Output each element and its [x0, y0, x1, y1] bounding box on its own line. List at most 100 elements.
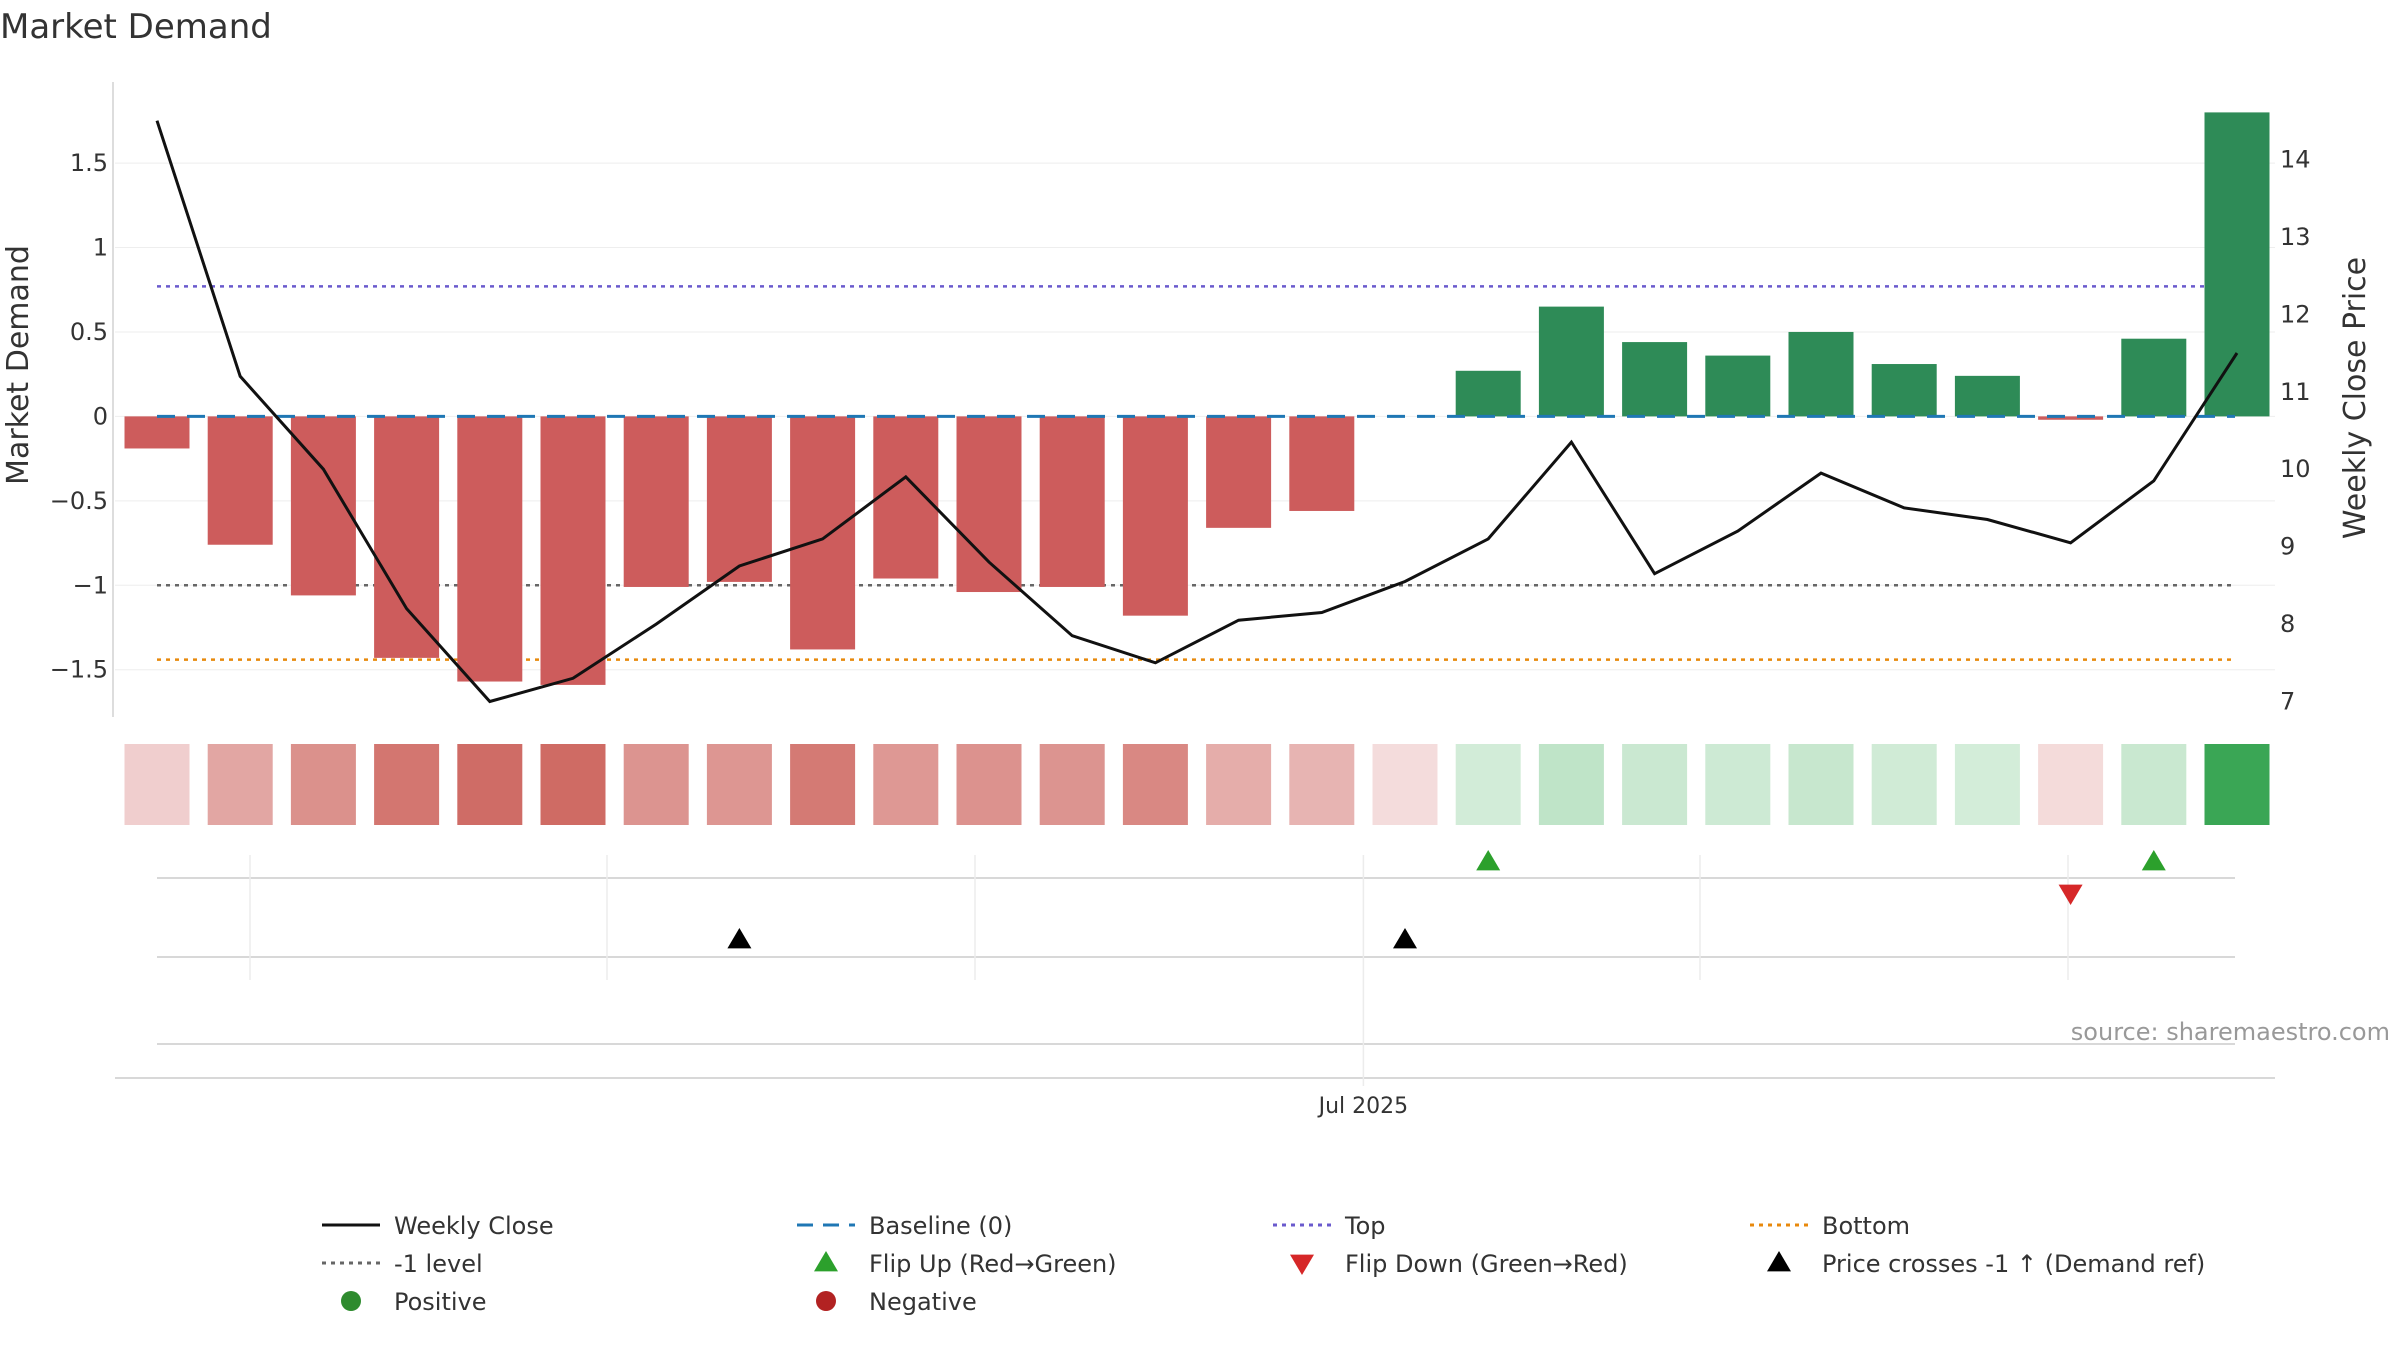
y-axis-ticks: 1.5 1 0.5 0 −0.5 −1 −1.5	[50, 149, 108, 684]
heat-cell-10	[957, 744, 1022, 825]
legend-label-4: -1 level	[394, 1250, 483, 1278]
y-tick-label-6: −1.5	[50, 656, 108, 684]
y2-tick-label-6: 8	[2280, 610, 2295, 638]
x-tick-label: Jul 2025	[1317, 1094, 1409, 1119]
legend-swatch-6	[1290, 1255, 1314, 1275]
heat-cell-11	[1040, 744, 1105, 825]
heat-cell-9	[873, 744, 938, 825]
event-marker-rows	[115, 850, 2275, 1086]
demand-bar-24	[2121, 339, 2186, 417]
heat-cell-25	[2205, 744, 2270, 825]
heat-cell-23	[2038, 744, 2103, 825]
demand-bar-6	[624, 416, 689, 587]
heat-cell-15	[1373, 744, 1438, 825]
y2-tick-label-4: 10	[2280, 455, 2311, 483]
y2-tick-label-7: 7	[2280, 688, 2295, 716]
legend-swatch-9	[816, 1291, 836, 1311]
legend-swatch-7	[1767, 1251, 1791, 1271]
legend-item-5: Flip Up (Red→Green)	[814, 1250, 1117, 1278]
heat-cell-8	[790, 744, 855, 825]
demand-bars	[125, 112, 2270, 685]
legend-swatch-5	[814, 1251, 838, 1271]
legend-item-8: Positive	[341, 1288, 487, 1316]
y2-tick-label-5: 9	[2280, 533, 2295, 561]
heat-cell-16	[1456, 744, 1521, 825]
heat-cell-18	[1622, 744, 1687, 825]
heat-cell-17	[1539, 744, 1604, 825]
demand-bar-13	[1206, 416, 1271, 527]
legend-label-6: Flip Down (Green→Red)	[1345, 1250, 1628, 1278]
heat-cell-12	[1123, 744, 1188, 825]
heat-cell-21	[1872, 744, 1937, 825]
demand-bar-10	[957, 416, 1022, 592]
flip-up-marker-16	[1476, 850, 1500, 870]
legend-item-3: Bottom	[1750, 1212, 1910, 1240]
demand-bar-16	[1456, 371, 1521, 417]
heat-cell-7	[707, 744, 772, 825]
demand-bar-18	[1622, 342, 1687, 416]
legend-label-7: Price crosses -1 ↑ (Demand ref)	[1822, 1250, 2205, 1278]
heat-cell-24	[2121, 744, 2186, 825]
legend-swatch-8	[341, 1291, 361, 1311]
y-tick-label-2: 0.5	[70, 318, 108, 346]
demand-bar-14	[1289, 416, 1354, 511]
heat-cell-19	[1705, 744, 1770, 825]
y-tick-label-0: 1.5	[70, 149, 108, 177]
demand-bar-5	[541, 416, 606, 685]
demand-bar-9	[873, 416, 938, 578]
legend-label-5: Flip Up (Red→Green)	[869, 1250, 1117, 1278]
legend-item-1: Baseline (0)	[797, 1212, 1012, 1240]
y2-axis-title: Weekly Close Price	[2338, 257, 2373, 539]
demand-bar-17	[1539, 307, 1604, 417]
heat-cell-5	[541, 744, 606, 825]
flip-down-marker-23	[2059, 885, 2083, 905]
legend-label-8: Positive	[394, 1288, 487, 1316]
y2-tick-label-2: 12	[2280, 300, 2311, 328]
y2-tick-label-3: 11	[2280, 378, 2311, 406]
price-cross-marker-15	[1393, 928, 1417, 948]
demand-bar-21	[1872, 364, 1937, 416]
legend-item-6: Flip Down (Green→Red)	[1290, 1250, 1628, 1278]
demand-bar-8	[790, 416, 855, 649]
legend-item-2: Top	[1273, 1212, 1386, 1240]
legend-item-0: Weekly Close	[322, 1212, 554, 1240]
demand-bar-11	[1040, 416, 1105, 587]
legend-label-1: Baseline (0)	[869, 1212, 1012, 1240]
heat-cell-2	[291, 744, 356, 825]
price-cross-marker-7	[727, 928, 751, 948]
y-tick-label-4: −0.5	[50, 487, 108, 515]
heat-cell-13	[1206, 744, 1271, 825]
legend: Weekly Close Baseline (0) Top Bottom -1 leve…	[322, 1212, 2205, 1316]
y2-tick-label-0: 14	[2280, 145, 2311, 173]
legend-label-3: Bottom	[1822, 1212, 1910, 1240]
y-tick-label-3: 0	[93, 402, 108, 430]
heat-cell-4	[457, 744, 522, 825]
demand-bar-25	[2205, 112, 2270, 416]
y-tick-label-5: −1	[73, 571, 108, 599]
source-label: source: sharemaestro.com	[2071, 1018, 2390, 1046]
demand-bar-0	[125, 416, 190, 448]
legend-item-9: Negative	[816, 1288, 977, 1316]
demand-bar-3	[374, 416, 439, 658]
legend-item-7: Price crosses -1 ↑ (Demand ref)	[1767, 1250, 2205, 1278]
legend-item-4: -1 level	[322, 1250, 483, 1278]
heat-cell-0	[125, 744, 190, 825]
legend-label-9: Negative	[869, 1288, 977, 1316]
y2-axis-ticks: 14 13 12 11 10 9 8 7	[2280, 145, 2311, 715]
legend-label-0: Weekly Close	[394, 1212, 554, 1240]
demand-bar-20	[1789, 332, 1854, 416]
y-axis-title: Market Demand	[1, 245, 36, 485]
demand-bar-1	[208, 416, 273, 544]
chart-title: Market Demand	[0, 7, 272, 47]
flip-up-marker-24	[2142, 850, 2166, 870]
heat-cell-22	[1955, 744, 2020, 825]
heat-cell-14	[1289, 744, 1354, 825]
heat-cell-20	[1789, 744, 1854, 825]
heat-cell-6	[624, 744, 689, 825]
heat-cell-1	[208, 744, 273, 825]
demand-bar-12	[1123, 416, 1188, 615]
y-tick-label-1: 1	[93, 234, 108, 262]
legend-label-2: Top	[1344, 1212, 1386, 1240]
y2-tick-label-1: 13	[2280, 223, 2311, 251]
